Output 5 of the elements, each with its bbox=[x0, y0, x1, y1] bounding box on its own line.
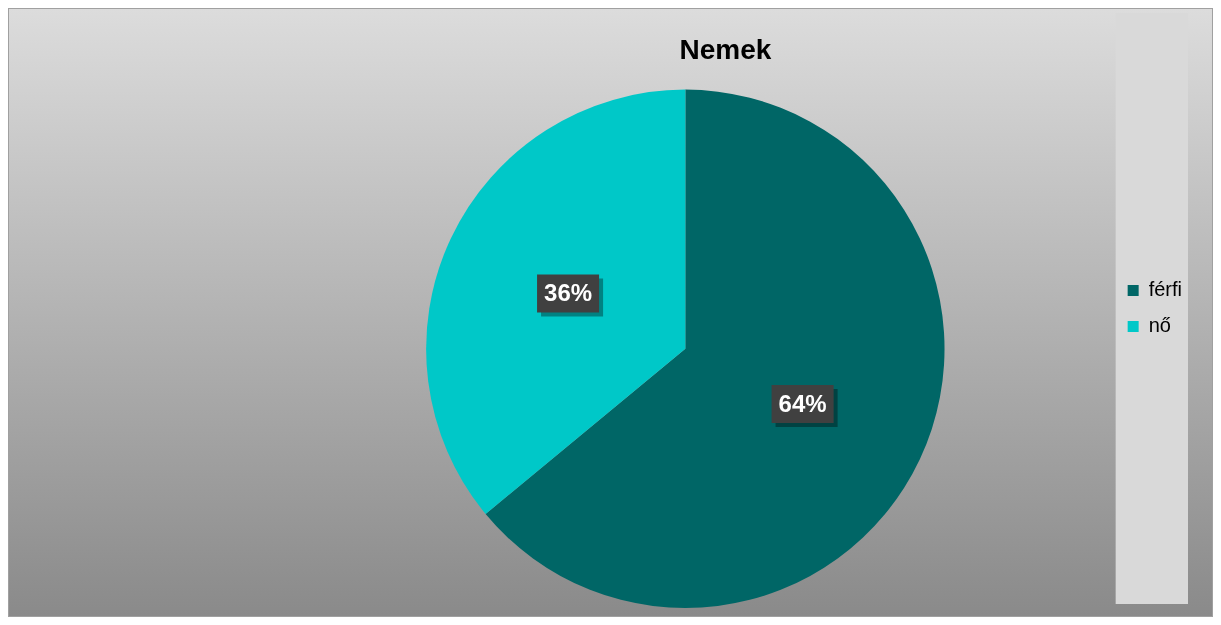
data-label: 36% bbox=[544, 279, 593, 307]
data-label: 64% bbox=[778, 389, 827, 417]
legend-label: nő bbox=[1148, 314, 1171, 337]
legend-label: férfi bbox=[1148, 278, 1182, 301]
chart-title: Nemek bbox=[679, 33, 772, 65]
